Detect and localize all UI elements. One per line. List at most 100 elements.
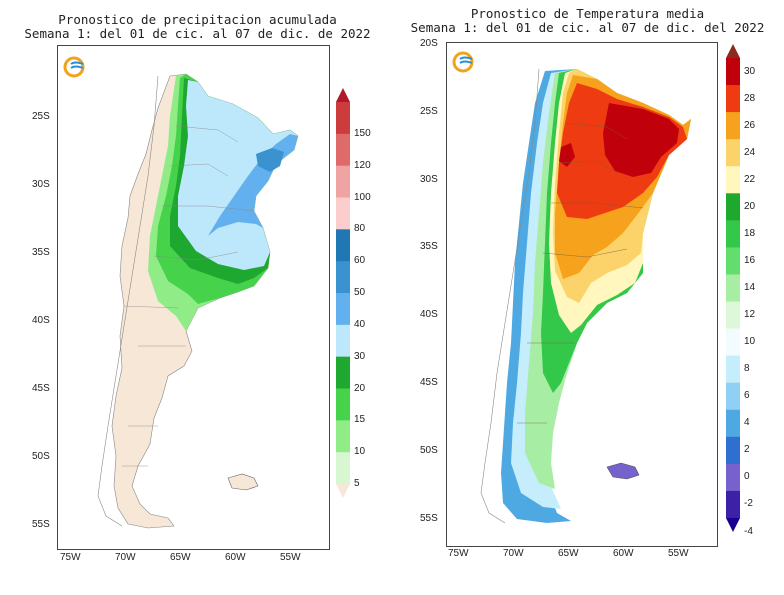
colorbar-segment-13 — [726, 382, 740, 411]
right-colorbar-label-17: -4 — [744, 525, 753, 537]
right-map-svg — [480, 68, 691, 524]
left-colorbar-label-3: 80 — [354, 223, 366, 235]
left-colorbar-label-0: 150 — [354, 127, 371, 139]
left-colorbar-label-11: 5 — [354, 478, 360, 489]
right-title-line1: Pronostico de Temperatura media — [470, 6, 705, 21]
temp-28-30 — [603, 103, 679, 177]
colorbar-segment-6 — [336, 261, 350, 294]
left-colorbar-label-10: 10 — [354, 446, 366, 458]
colorbar-segment-8 — [726, 247, 740, 275]
colorbar-segment-9 — [336, 356, 350, 389]
right-colorbar-label-16: -2 — [744, 498, 753, 510]
smn-logo-icon-right — [452, 51, 474, 73]
right-lon-label-0: 75W — [448, 548, 469, 559]
left-lat-label-1: 30S — [32, 179, 50, 190]
right-colorbar-label-12: 6 — [744, 390, 750, 402]
left-lon-label-0: 75W — [60, 552, 81, 563]
left-map-svg — [97, 73, 299, 529]
left-colorbar-label-4: 60 — [354, 255, 366, 267]
right-lat-label-1: 25S — [420, 105, 438, 117]
chile-outline — [97, 75, 159, 527]
right-lat-label-2: 30S — [420, 173, 438, 185]
left-colorbar-label-8: 20 — [354, 382, 366, 394]
left-title-line2: Semana 1: del 01 de cic. al 07 de dic. d… — [24, 26, 371, 41]
right-colorbar-label-9: 12 — [744, 309, 756, 321]
malvinas-right — [606, 462, 640, 480]
left-colorbar-label-6: 40 — [354, 318, 366, 330]
right-colorbar-label-1: 28 — [744, 92, 756, 104]
colorbar-segment-4 — [336, 197, 350, 230]
left-lat-label-0: 25S — [32, 111, 50, 122]
province-borders — [122, 125, 255, 467]
left-colorbar-label-1: 120 — [354, 159, 371, 171]
smn-logo-icon — [63, 56, 85, 78]
colorbar-segment-12 — [726, 355, 740, 384]
left-map-title: Pronostico de precipitacion acumulada Se… — [5, 13, 390, 41]
left-lon-label-1: 70W — [115, 552, 136, 563]
colorbar-segment-8 — [336, 324, 350, 358]
colorbar-segment-5 — [726, 166, 740, 194]
colorbar-segment-14 — [726, 409, 740, 438]
right-colorbar-label-5: 20 — [744, 200, 756, 212]
chile-outline-right — [480, 68, 540, 524]
colorbar-segment-2 — [336, 133, 350, 167]
colorbar-segment-4 — [726, 139, 740, 167]
right-colorbar-svg — [726, 44, 740, 532]
right-lat-label-3: 35S — [420, 241, 438, 253]
right-lon-label-4: 55W — [668, 548, 689, 559]
right-lat-label-7: 55S — [420, 512, 438, 524]
left-colorbar-label-9: 15 — [354, 414, 366, 426]
right-colorbar-label-15: 0 — [744, 471, 750, 483]
colorbar-segment-3 — [336, 165, 350, 198]
colorbar-segment-17 — [726, 490, 740, 519]
right-map-title: Pronostico de Temperatura media Semana 1… — [395, 7, 780, 35]
colorbar-segment-7 — [726, 220, 740, 248]
colorbar-segment-11 — [336, 420, 350, 453]
left-colorbar-svg — [336, 88, 350, 498]
left-title-line1: Pronostico de precipitacion acumulada — [58, 12, 337, 27]
colorbar-segment-10 — [726, 301, 740, 330]
right-colorbar-label-11: 8 — [744, 363, 750, 375]
left-lat-label-4: 45S — [32, 383, 50, 394]
temp-28-30-west — [559, 143, 575, 167]
left-lon-label-4: 55W — [280, 552, 301, 563]
left-lat-label-6: 55S — [32, 519, 50, 530]
colorbar-segment-2 — [726, 85, 740, 113]
right-colorbar-label-7: 16 — [744, 254, 756, 266]
malvinas — [227, 473, 259, 491]
left-colorbar-label-2: 100 — [354, 191, 371, 203]
colorbar-segment-3 — [726, 112, 740, 140]
right-title-line2: Semana 1: del 01 de cic. al 07 de dic. d… — [410, 20, 765, 35]
right-lon-label-1: 70W — [503, 548, 524, 559]
colorbar-segment-5 — [336, 229, 350, 262]
left-colorbar-label-7: 30 — [354, 350, 366, 362]
colorbar-segment-15 — [726, 436, 740, 465]
colorbar-segment-7 — [336, 293, 350, 326]
left-lat-label-5: 50S — [32, 451, 50, 462]
colorbar-segment-6 — [726, 193, 740, 221]
right-map-panel — [446, 42, 718, 547]
province-borders-right — [517, 122, 644, 424]
right-colorbar-label-2: 26 — [744, 119, 756, 131]
precip-20-30 — [178, 80, 298, 270]
right-lat-label-6: 50S — [420, 444, 438, 456]
colorbar-segment-10 — [336, 388, 350, 421]
right-lat-label-0: 20S — [420, 38, 438, 49]
colorbar-segment-1 — [726, 58, 740, 86]
colorbar-segment-12 — [336, 452, 350, 485]
left-lon-label-3: 60W — [225, 552, 246, 563]
right-colorbar-label-8: 14 — [744, 282, 756, 293]
right-colorbar-label-10: 10 — [744, 336, 756, 348]
left-lon-label-2: 65W — [170, 552, 191, 563]
right-lon-label-2: 65W — [558, 548, 579, 559]
right-lat-label-4: 40S — [420, 309, 438, 321]
colorbar-segment-16 — [726, 463, 740, 492]
colorbar-segment-11 — [726, 328, 740, 357]
right-colorbar-label-13: 4 — [744, 417, 750, 429]
right-colorbar — [726, 44, 740, 532]
right-colorbar-label-14: 2 — [744, 444, 750, 456]
right-colorbar-label-0: 30 — [744, 65, 756, 77]
precip-40-50 — [256, 148, 284, 172]
left-lat-label-3: 40S — [32, 315, 50, 326]
right-colorbar-label-4: 22 — [744, 173, 756, 185]
